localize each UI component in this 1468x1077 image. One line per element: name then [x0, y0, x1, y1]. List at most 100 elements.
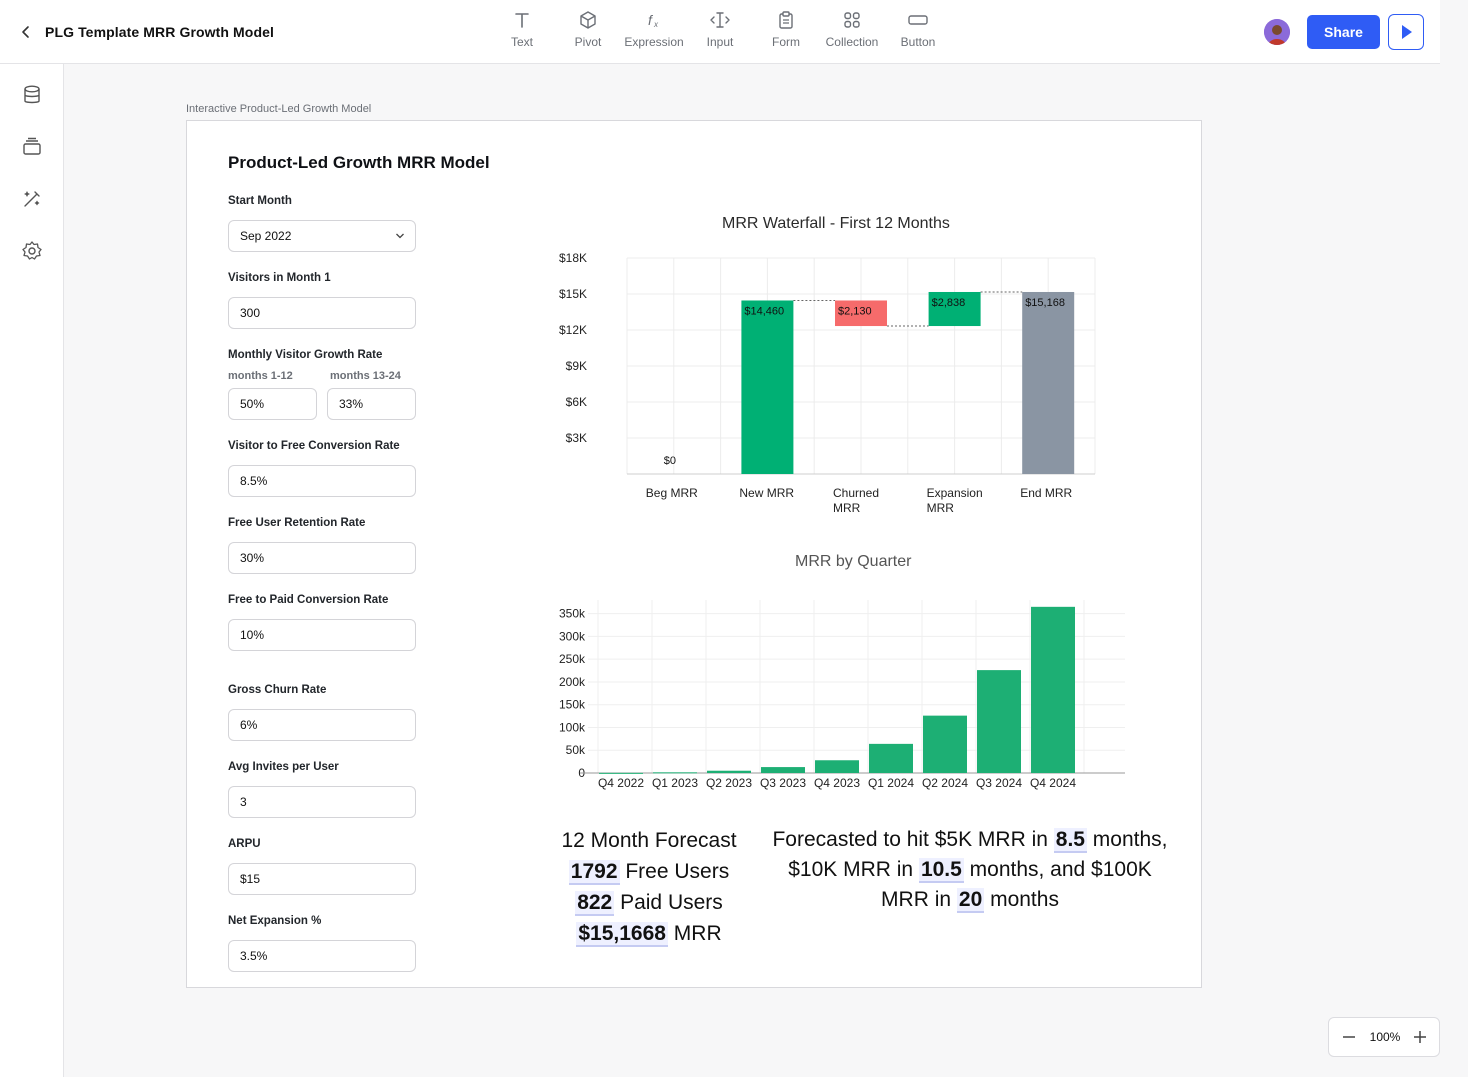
free-paid-conv-label: Free to Paid Conversion Rate [228, 594, 389, 606]
bar [928, 291, 981, 327]
visitors-month1-label: Visitors in Month 1 [228, 272, 331, 284]
minus-icon [1343, 1036, 1355, 1038]
tool-pivot[interactable]: Pivot [555, 10, 621, 49]
x-tick-label: Q4 2022 [598, 776, 644, 790]
plus-icon [1414, 1031, 1426, 1043]
paid-users-label: Paid Users [614, 891, 723, 914]
bar [653, 772, 697, 774]
growth-rate-1-value: 50% [240, 397, 265, 411]
bar [815, 760, 859, 773]
milestone-10k-months: 10.5 [918, 858, 964, 883]
canvas-label: Interactive Product-Led Growth Model [186, 103, 372, 115]
forecast-block: 12 Month Forecast 1792 Free Users 822 Pa… [559, 825, 739, 949]
start-month-label: Start Month [228, 195, 292, 207]
y-tick-label: 200k [559, 675, 586, 689]
bar [835, 300, 887, 327]
x-tick-label: Q2 2024 [922, 776, 968, 790]
y-tick-label: $9K [566, 359, 587, 373]
text-icon [515, 13, 529, 28]
x-tick-label: Q1 2024 [868, 776, 914, 790]
tool-label: Input [706, 35, 734, 49]
magic-wand-icon[interactable] [20, 187, 44, 211]
tool-input[interactable]: Input [687, 10, 753, 49]
milestone-text: MRR in [881, 888, 957, 911]
tool-label: Text [510, 35, 533, 49]
growth-sub-label-2: months 13-24 [330, 370, 401, 382]
x-tick-label: Expansion [927, 486, 983, 500]
start-month-select[interactable]: Sep 2022 [228, 220, 416, 252]
data-label: $15,168 [1025, 297, 1065, 309]
cube-icon [580, 11, 596, 29]
tool-collection[interactable]: Collection [819, 10, 885, 49]
avatar[interactable] [1264, 19, 1290, 45]
waterfall-chart-title: MRR Waterfall - First 12 Months [722, 215, 950, 232]
tool-button[interactable]: Button [885, 10, 951, 49]
top-bar: PLG Template MRR Growth Model Text Pivot… [0, 0, 1440, 64]
database-icon[interactable] [20, 83, 44, 107]
net-expansion-input[interactable]: 3.5% [228, 940, 416, 972]
button-icon [908, 15, 928, 25]
y-tick-label: $18K [559, 251, 587, 265]
tool-label: Expression [624, 35, 684, 49]
avg-invites-input[interactable]: 3 [228, 786, 416, 818]
visitor-free-conv-input[interactable]: 8.5% [228, 465, 416, 497]
paid-users-value: 822 [575, 891, 615, 916]
growth-rate-2-value: 33% [339, 397, 364, 411]
milestone-line-3: MRR in 20 months [768, 885, 1172, 915]
mrr-label: MRR [667, 922, 722, 945]
visitor-free-conv-label: Visitor to Free Conversion Rate [228, 440, 400, 452]
free-users-label: Free Users [619, 860, 730, 883]
growth-sub-label-1: months 1-12 [228, 370, 293, 382]
visitors-month1-value: 300 [240, 306, 261, 320]
share-button[interactable]: Share [1307, 15, 1380, 49]
x-tick-label: Q1 2023 [652, 776, 698, 790]
tool-label: Pivot [574, 35, 602, 49]
gross-churn-value: 6% [240, 718, 258, 732]
milestone-text: Forecasted to hit $5K MRR in [772, 828, 1054, 851]
settings-icon[interactable] [20, 239, 44, 263]
free-users-value: 1792 [568, 860, 620, 885]
preview-button[interactable] [1388, 14, 1424, 50]
layers-icon[interactable] [20, 135, 44, 159]
x-tick-label: Beg MRR [646, 486, 698, 500]
visitor-free-conv-value: 8.5% [240, 474, 268, 488]
growth-rate-1-input[interactable]: 50% [228, 388, 317, 420]
back-icon[interactable] [18, 22, 34, 42]
free-paid-conv-input[interactable]: 10% [228, 619, 416, 651]
free-retention-value: 30% [240, 551, 265, 565]
arpu-input[interactable]: $15 [228, 863, 416, 895]
growth-rate-2-input[interactable]: 33% [327, 388, 416, 420]
net-expansion-value: 3.5% [240, 949, 268, 963]
free-retention-input[interactable]: 30% [228, 542, 416, 574]
x-tick-label: Churned [833, 486, 879, 500]
bar [761, 767, 805, 773]
waterfall-chart: $3K $6K $9K $12K $15K $18K $0 $14,460 $2,130 $2,8… [559, 251, 1096, 515]
milestone-text: $10K MRR in [788, 858, 919, 881]
visitors-month1-input[interactable]: 300 [228, 297, 416, 329]
milestone-text: months [984, 888, 1059, 911]
zoom-out-button[interactable] [1340, 1028, 1358, 1046]
milestone-line-1: Forecasted to hit $5K MRR in 8.5 months, [768, 825, 1172, 855]
data-label: $2,130 [838, 305, 872, 317]
arpu-label: ARPU [228, 838, 261, 850]
tool-text[interactable]: Text [489, 10, 555, 49]
x-tick-label: MRR [927, 501, 955, 515]
svg-text:f: f [648, 12, 654, 28]
x-tick-label: Q4 2023 [814, 776, 860, 790]
x-tick-label: MRR [833, 501, 861, 515]
y-tick-label: 350k [559, 607, 586, 621]
y-tick-label: 150k [559, 698, 586, 712]
zoom-level: 100% [1369, 1030, 1401, 1044]
gross-churn-input[interactable]: 6% [228, 709, 416, 741]
tool-form[interactable]: Form [753, 10, 819, 49]
zoom-in-button[interactable] [1411, 1028, 1429, 1046]
bar [977, 670, 1021, 773]
milestone-block: Forecasted to hit $5K MRR in 8.5 months,… [768, 825, 1172, 915]
left-sidebar [0, 64, 64, 1077]
forecast-paid-users: 822 Paid Users [559, 887, 739, 918]
free-paid-conv-value: 10% [240, 628, 265, 642]
x-tick-label: Q2 2023 [706, 776, 752, 790]
x-tick-label: New MRR [739, 486, 794, 500]
